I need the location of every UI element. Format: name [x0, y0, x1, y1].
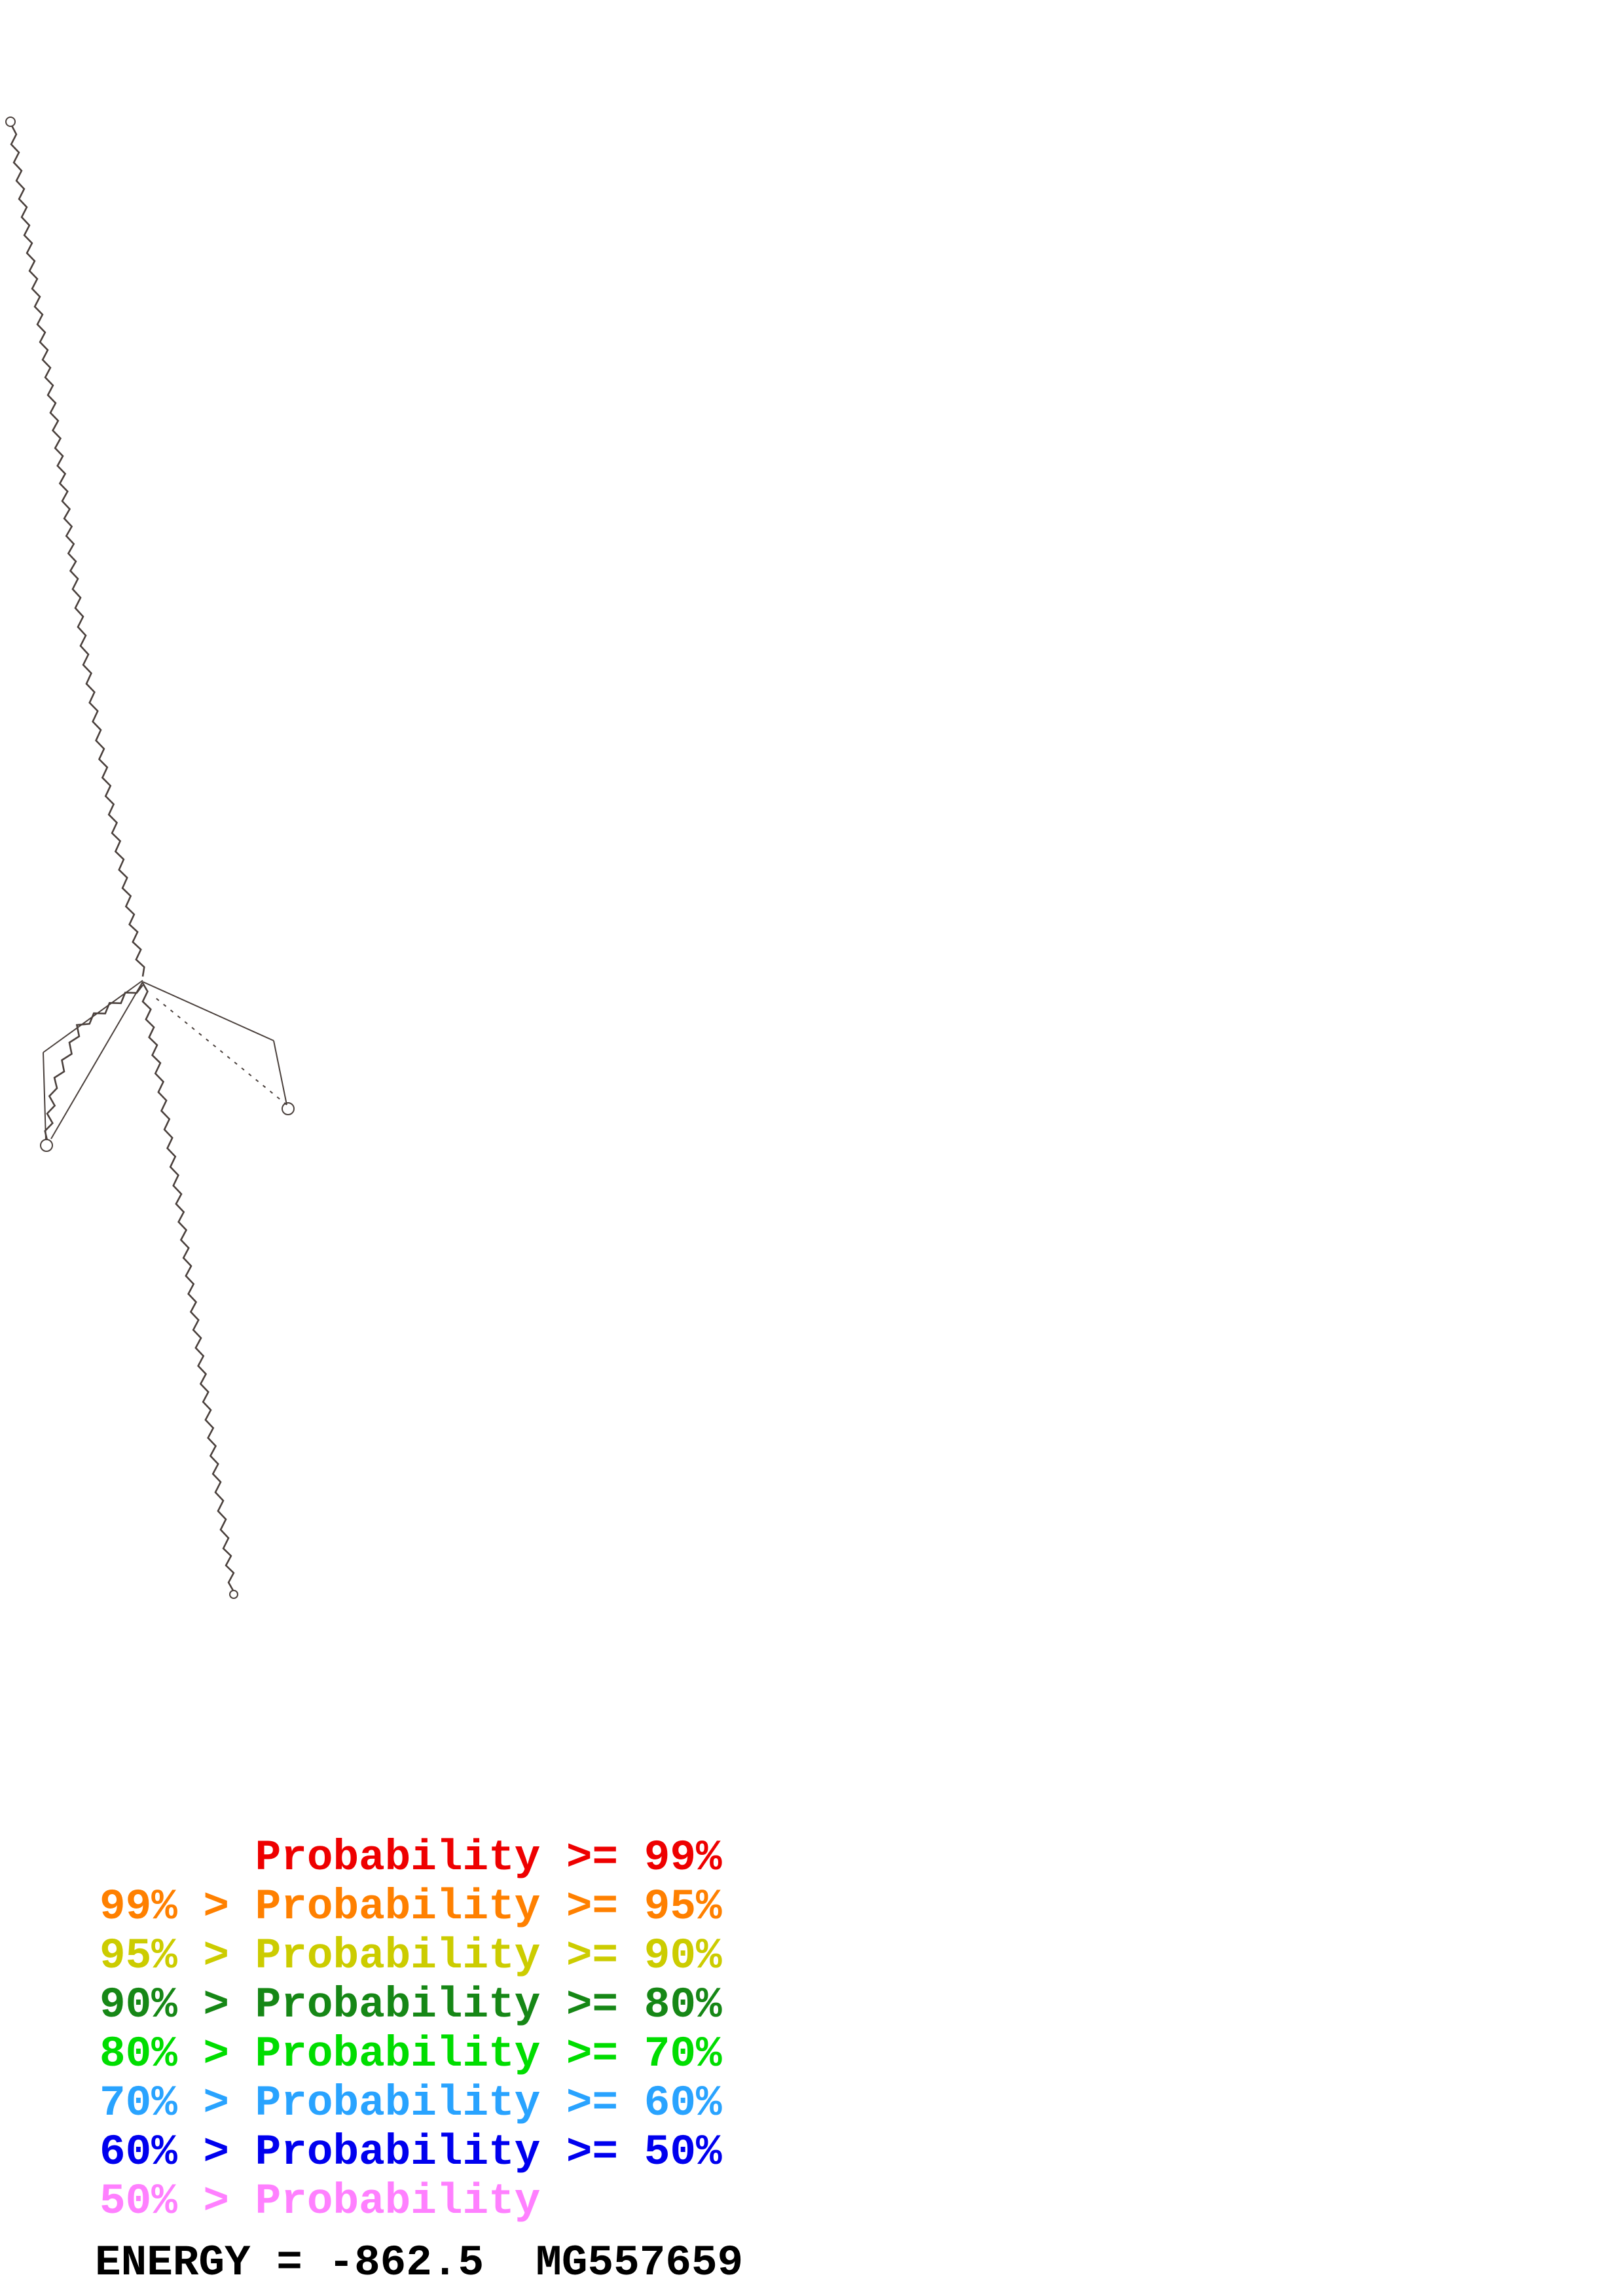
legend-item: Probability >= 99%	[100, 1833, 722, 1882]
structure-segment	[50, 981, 143, 1139]
structure-segment	[273, 1040, 287, 1105]
structure-segment	[151, 994, 287, 1105]
structure-end-marker	[282, 1102, 295, 1115]
structure-segment	[142, 981, 274, 1041]
legend-item: 70% > Probability >= 60%	[100, 2079, 722, 2128]
structure-end-marker	[40, 1139, 53, 1152]
structure-segment	[43, 1052, 46, 1141]
legend-item: 95% > Probability >= 90%	[100, 1931, 722, 1981]
structure-end-marker	[229, 1590, 238, 1599]
probability-legend: Probability >= 99% 99% > Probability >= 9…	[100, 1833, 722, 2226]
structure-segment	[44, 984, 144, 1141]
energy-label: ENERGY = -862.5 MG557659	[95, 2238, 744, 2287]
legend-item: 60% > Probability >= 50%	[100, 2128, 722, 2177]
structure-end-marker	[5, 117, 16, 127]
legend-item: 80% > Probability >= 70%	[100, 2030, 722, 2079]
structure-segment	[10, 125, 145, 977]
legend-item: 90% > Probability >= 80%	[100, 1981, 722, 2030]
structure-segment	[141, 982, 235, 1591]
legend-item: 50% > Probability	[100, 2177, 541, 2226]
structure-segment	[43, 980, 143, 1053]
legend-item: 99% > Probability >= 95%	[100, 1882, 722, 1931]
